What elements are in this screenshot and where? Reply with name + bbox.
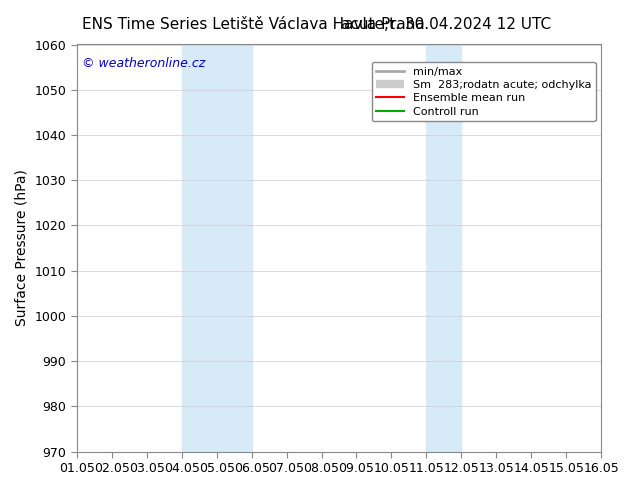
Text: © weatheronline.cz: © weatheronline.cz (82, 57, 205, 70)
Legend: min/max, Sm  283;rodatn acute; odchylka, Ensemble mean run, Controll run: min/max, Sm 283;rodatn acute; odchylka, … (372, 62, 595, 121)
Text: ENS Time Series Letiště Václava Havla Praha: ENS Time Series Letiště Václava Havla Pr… (82, 17, 425, 32)
Bar (427, 45, 462, 452)
Text: acute;t. 30.04.2024 12 UTC: acute;t. 30.04.2024 12 UTC (342, 17, 552, 32)
Y-axis label: Surface Pressure (hPa): Surface Pressure (hPa) (15, 170, 29, 326)
Bar (182, 45, 252, 452)
